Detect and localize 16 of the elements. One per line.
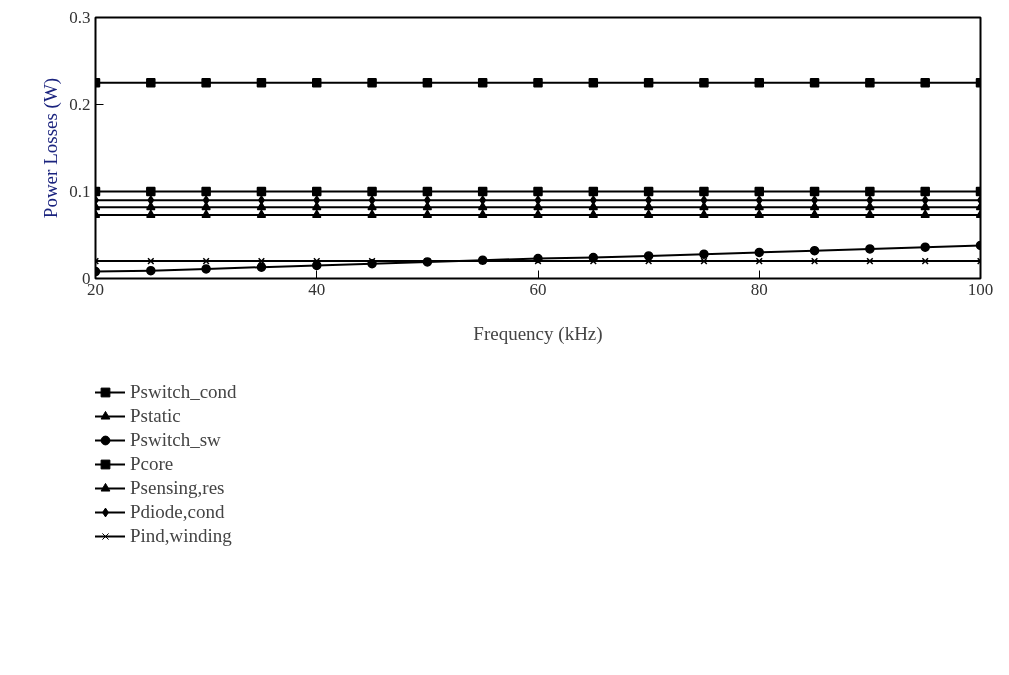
legend-label: Psensing,res bbox=[130, 477, 225, 499]
x-tick-label: 80 bbox=[750, 279, 768, 299]
legend-label: Pdiode,cond bbox=[130, 501, 225, 523]
legend-label: Pswitch_sw bbox=[130, 429, 221, 451]
y-tick-label: 0.2 bbox=[69, 95, 91, 114]
legend-label: Pstatic bbox=[130, 405, 181, 427]
y-tick-label: 0.3 bbox=[69, 8, 91, 27]
legend-label: Pcore bbox=[130, 453, 174, 475]
y-tick-label: 0.1 bbox=[69, 182, 91, 201]
legend-label: Pswitch_cond bbox=[130, 381, 237, 403]
y-axis-title: Power Losses (W) bbox=[40, 77, 63, 219]
x-tick-label: 40 bbox=[308, 279, 326, 299]
x-tick-label: 60 bbox=[529, 279, 547, 299]
x-axis-title: Frequency (kHz) bbox=[473, 322, 603, 345]
legend-label: Pind,winding bbox=[130, 525, 232, 547]
x-tick-label: 100 bbox=[967, 279, 994, 299]
